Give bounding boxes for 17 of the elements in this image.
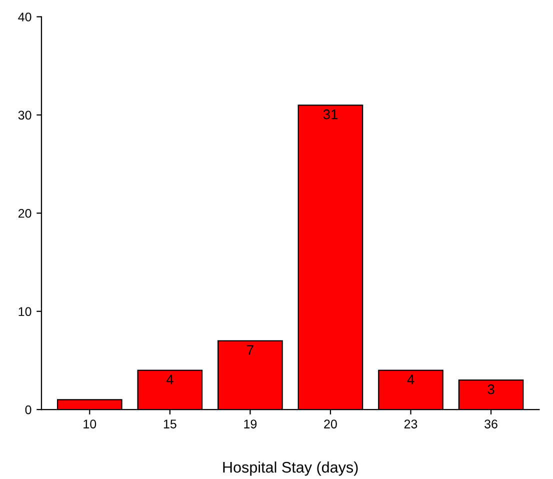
x-tick-label: 19 (244, 420, 257, 428)
data-label: 4 (166, 374, 174, 384)
y-tick-label: 30 (18, 110, 32, 120)
data-label: 4 (407, 374, 414, 384)
y-tick-label: 40 (18, 12, 32, 22)
x-tick-label: 20 (324, 420, 337, 428)
x-axis-title: Hospital Stay (days) (223, 461, 358, 476)
x-tick-label: 15 (164, 420, 176, 428)
y-tick-label: 0 (25, 405, 32, 414)
data-label: 31 (323, 109, 338, 120)
data-label: 3 (488, 384, 494, 394)
data-label: 7 (247, 345, 254, 355)
x-tick-label: 10 (84, 420, 96, 428)
y-tick-label: 20 (18, 208, 32, 218)
x-tick-label: 23 (404, 420, 418, 428)
x-tick-label: 36 (484, 420, 498, 428)
y-tick-label: 10 (18, 307, 32, 316)
